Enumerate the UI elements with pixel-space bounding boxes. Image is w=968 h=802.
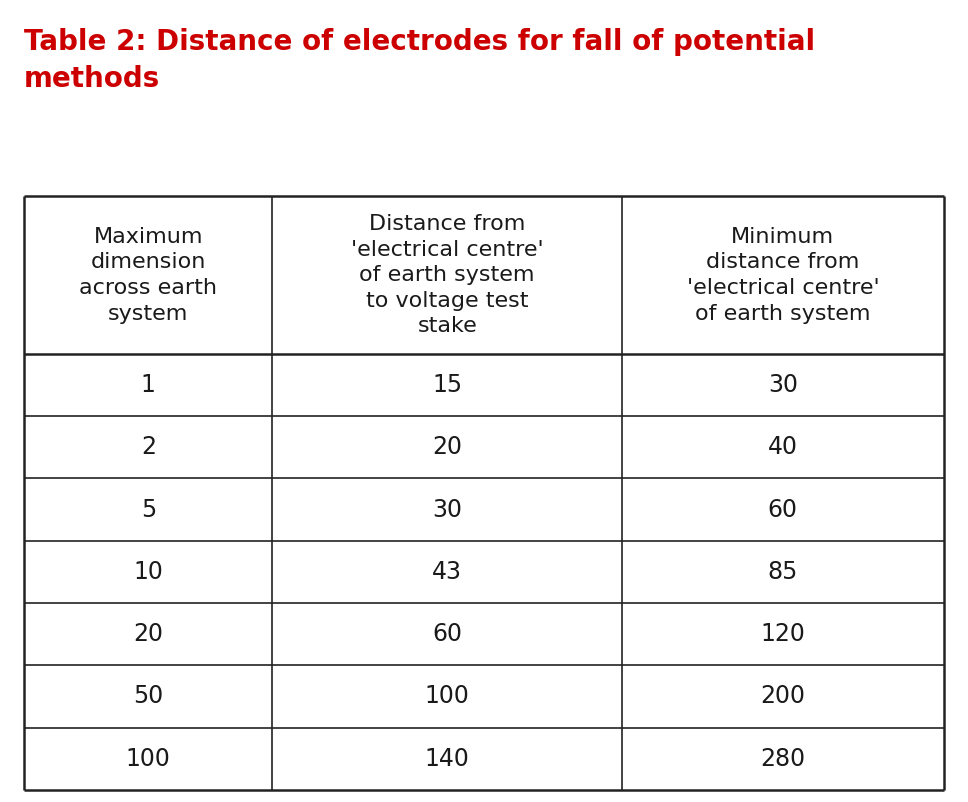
Text: 5: 5 xyxy=(140,497,156,521)
Text: 43: 43 xyxy=(433,560,462,584)
Text: Distance from
'electrical centre'
of earth system
to voltage test
stake: Distance from 'electrical centre' of ear… xyxy=(351,214,543,336)
Text: 15: 15 xyxy=(432,373,463,397)
Text: 20: 20 xyxy=(433,435,462,460)
Text: 50: 50 xyxy=(134,684,164,708)
Text: 85: 85 xyxy=(768,560,798,584)
Text: 60: 60 xyxy=(768,497,798,521)
Text: 40: 40 xyxy=(768,435,798,460)
Text: 140: 140 xyxy=(425,747,469,771)
Text: 1: 1 xyxy=(141,373,156,397)
Text: 2: 2 xyxy=(141,435,156,460)
Text: 20: 20 xyxy=(134,622,164,646)
Text: 30: 30 xyxy=(433,497,462,521)
Text: Minimum
distance from
'electrical centre'
of earth system: Minimum distance from 'electrical centre… xyxy=(686,227,879,323)
Text: Table 2: Distance of electrodes for fall of potential
methods: Table 2: Distance of electrodes for fall… xyxy=(24,28,815,93)
Text: Maximum
dimension
across earth
system: Maximum dimension across earth system xyxy=(79,227,218,323)
Text: 120: 120 xyxy=(761,622,805,646)
Text: 10: 10 xyxy=(134,560,164,584)
Text: 60: 60 xyxy=(433,622,462,646)
Text: 30: 30 xyxy=(768,373,798,397)
Text: 280: 280 xyxy=(760,747,805,771)
Text: 200: 200 xyxy=(761,684,805,708)
Text: 100: 100 xyxy=(425,684,469,708)
Text: 100: 100 xyxy=(126,747,170,771)
